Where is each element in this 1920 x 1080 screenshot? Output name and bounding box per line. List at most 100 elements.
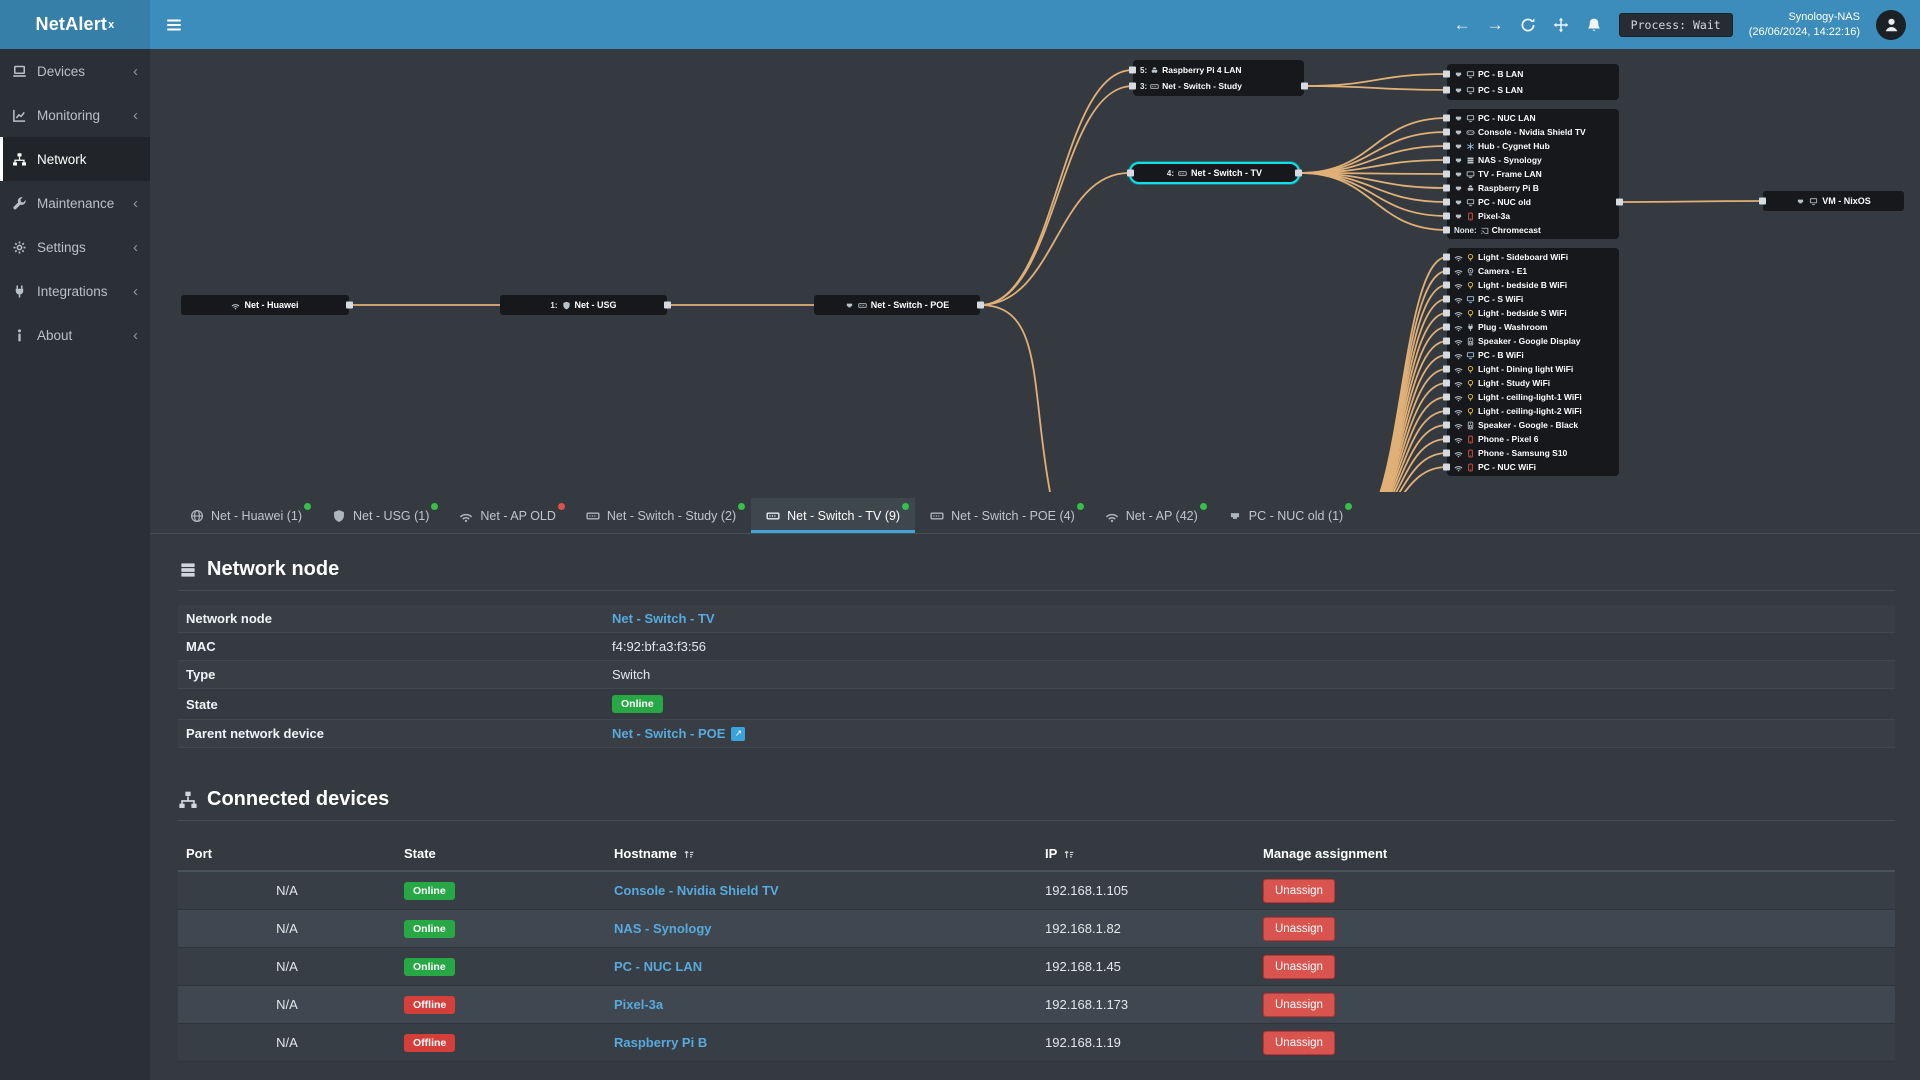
forward-arrow-icon[interactable]: → <box>1486 14 1504 34</box>
process-status-badge[interactable]: Process: Wait <box>1618 12 1733 37</box>
topology-device-row[interactable]: Hub - Cygnet Hub <box>1447 139 1619 153</box>
table-row: N/A Offline Raspberry Pi B 192.168.1.19 … <box>178 1024 1895 1062</box>
ethernet-icon <box>1454 70 1463 79</box>
tab-net-ap[interactable]: Net - AP (42) <box>1090 498 1213 533</box>
monitor-icon <box>1466 351 1475 360</box>
topology-device-row[interactable]: PC - NUC old <box>1447 195 1619 209</box>
topology-node-net-switch-study[interactable]: 3: Net - Switch - Study <box>1133 78 1304 94</box>
topology-device-row[interactable]: PC - S LAN <box>1447 82 1619 98</box>
topology-device-row[interactable]: None: Chromecast <box>1447 223 1619 237</box>
status-badge: Offline <box>404 995 456 1014</box>
device-link[interactable]: Raspberry Pi B <box>614 1035 708 1050</box>
external-link-icon[interactable]: ↗ <box>731 726 746 741</box>
topology-device-row[interactable]: Light - Dining light WiFi <box>1447 362 1619 376</box>
topology-device-row[interactable]: Light - Sideboard WiFi <box>1447 250 1619 264</box>
app-logo[interactable]: NetAlert x <box>0 0 150 49</box>
topology-device-row[interactable]: PC - S WiFi <box>1447 292 1619 306</box>
wifi-icon <box>459 509 473 523</box>
topology-node-net-usg[interactable]: 1: Net - USG <box>500 295 667 315</box>
status-dot-online <box>1199 503 1207 510</box>
tab-net-switch-tv[interactable]: Net - Switch - TV (9) <box>751 498 916 533</box>
topology-device-row[interactable]: Camera - E1 <box>1447 264 1619 278</box>
topology-device-row[interactable]: PC - NUC LAN <box>1447 111 1619 125</box>
host-name: Synology-NAS <box>1788 10 1860 23</box>
sidebar-item-monitoring[interactable]: Monitoring ‹ <box>0 93 150 137</box>
sidebar-item-settings[interactable]: Settings ‹ <box>0 225 150 269</box>
tab-net-ap-old[interactable]: Net - AP OLD <box>444 498 571 533</box>
tab-net-huawei[interactable]: Net - Huawei (1) <box>175 498 317 533</box>
topology-device-row[interactable]: Speaker - Google - Black <box>1447 418 1619 432</box>
topology-node-raspberry-pi4[interactable]: 5: Raspberry Pi 4 LAN <box>1133 62 1304 78</box>
ethernet-icon <box>1454 86 1463 95</box>
topology-device-row[interactable]: Light - bedside B WiFi <box>1447 278 1619 292</box>
topology-device-row[interactable]: Raspberry Pi B <box>1447 181 1619 195</box>
topology-device-row[interactable]: Light - ceiling-light-1 WiFi <box>1447 390 1619 404</box>
device-link[interactable]: PC - NUC LAN <box>614 959 703 974</box>
network-node-link[interactable]: Net - Switch - TV <box>612 611 715 626</box>
network-topology-canvas[interactable]: Net - Huawei 1: Net - USG Net - Switch - … <box>150 49 1920 492</box>
lightbulb-icon <box>1466 281 1475 290</box>
sort-icon[interactable] <box>1063 848 1075 860</box>
status-dot-online <box>1345 503 1353 510</box>
sidebar-item-devices[interactable]: Devices ‹ <box>0 49 150 93</box>
topology-node-net-huawei[interactable]: Net - Huawei <box>181 295 349 315</box>
unassign-button[interactable]: Unassign <box>1263 878 1335 903</box>
back-arrow-icon[interactable]: ← <box>1453 14 1471 34</box>
cell-ip: 192.168.1.105 <box>1045 883 1129 898</box>
topology-device-row[interactable]: Phone - Pixel 6 <box>1447 432 1619 446</box>
network-node-section-header: Network node <box>178 558 1895 591</box>
tab-net-switch-poe[interactable]: Net - Switch - POE (4) <box>915 498 1090 533</box>
unassign-button[interactable]: Unassign <box>1263 916 1335 941</box>
topology-device-row[interactable]: Pixel-3a <box>1447 209 1619 223</box>
sidebar-item-network[interactable]: Network <box>0 137 150 181</box>
parent-device-link[interactable]: Net - Switch - POE <box>612 726 726 741</box>
lightbulb-icon <box>1466 407 1475 416</box>
hub-icon <box>1466 142 1475 151</box>
chevron-left-icon: ‹ <box>133 282 138 300</box>
topology-device-row[interactable]: Light - bedside S WiFi <box>1447 306 1619 320</box>
tab-net-usg[interactable]: Net - USG (1) <box>317 498 444 533</box>
user-avatar[interactable] <box>1876 9 1906 40</box>
topology-device-row[interactable]: NAS - Synology <box>1447 153 1619 167</box>
topology-device-row[interactable]: PC - B WiFi <box>1447 348 1619 362</box>
sort-icon[interactable] <box>683 848 695 860</box>
ethernet-icon <box>1796 197 1805 206</box>
topology-device-row[interactable]: Light - Study WiFi <box>1447 376 1619 390</box>
ethernet-icon <box>1454 142 1463 151</box>
topology-device-row[interactable]: Console - Nvidia Shield TV <box>1447 125 1619 139</box>
device-link[interactable]: Console - Nvidia Shield TV <box>614 883 779 898</box>
sidebar-item-about[interactable]: About ‹ <box>0 313 150 357</box>
refresh-icon[interactable] <box>1520 16 1537 33</box>
device-link[interactable]: Pixel-3a <box>614 997 664 1012</box>
topology-node-vm-nixos[interactable]: VM - NixOS <box>1763 191 1904 211</box>
topology-device-row[interactable]: Phone - Samsung S10 <box>1447 446 1619 460</box>
device-link[interactable]: NAS - Synology <box>614 921 712 936</box>
sidebar-item-integrations[interactable]: Integrations ‹ <box>0 269 150 313</box>
tab-net-switch-study[interactable]: Net - Switch - Study (2) <box>571 498 751 533</box>
topology-device-row[interactable]: TV - Frame LAN <box>1447 167 1619 181</box>
topology-device-row[interactable]: PC - B LAN <box>1447 66 1619 82</box>
detail-row: Type Switch <box>178 661 1895 689</box>
sidebar-item-maintenance[interactable]: Maintenance ‹ <box>0 181 150 225</box>
col-header-hostname[interactable]: Hostname <box>606 846 1037 861</box>
unassign-button[interactable]: Unassign <box>1263 992 1335 1017</box>
topology-device-row[interactable]: Speaker - Google Display <box>1447 334 1619 348</box>
topology-device-row[interactable]: Plug - Washroom <box>1447 320 1619 334</box>
tab-pc-nuc-old[interactable]: PC - NUC old (1) <box>1213 498 1358 533</box>
ethernet-icon <box>1454 170 1463 179</box>
pan-move-icon[interactable] <box>1553 16 1570 33</box>
ethernet-icon <box>1454 114 1463 123</box>
unassign-button[interactable]: Unassign <box>1263 1030 1335 1055</box>
col-header-ip[interactable]: IP <box>1037 846 1255 861</box>
topology-node-net-switch-tv-selected[interactable]: 4: Net - Switch - TV <box>1129 162 1300 184</box>
table-header-row: Port State Hostname IP Manage assignment <box>178 837 1895 872</box>
notifications-bell-icon[interactable] <box>1586 16 1603 33</box>
hamburger-menu-icon[interactable] <box>150 0 198 49</box>
lightbulb-icon <box>1466 365 1475 374</box>
ethernet-icon <box>1454 212 1463 221</box>
ethernet-icon <box>1228 509 1242 523</box>
topology-device-row[interactable]: PC - NUC WiFi <box>1447 460 1619 474</box>
topology-node-net-switch-poe[interactable]: Net - Switch - POE <box>814 295 980 315</box>
topology-device-row[interactable]: Light - ceiling-light-2 WiFi <box>1447 404 1619 418</box>
unassign-button[interactable]: Unassign <box>1263 954 1335 979</box>
